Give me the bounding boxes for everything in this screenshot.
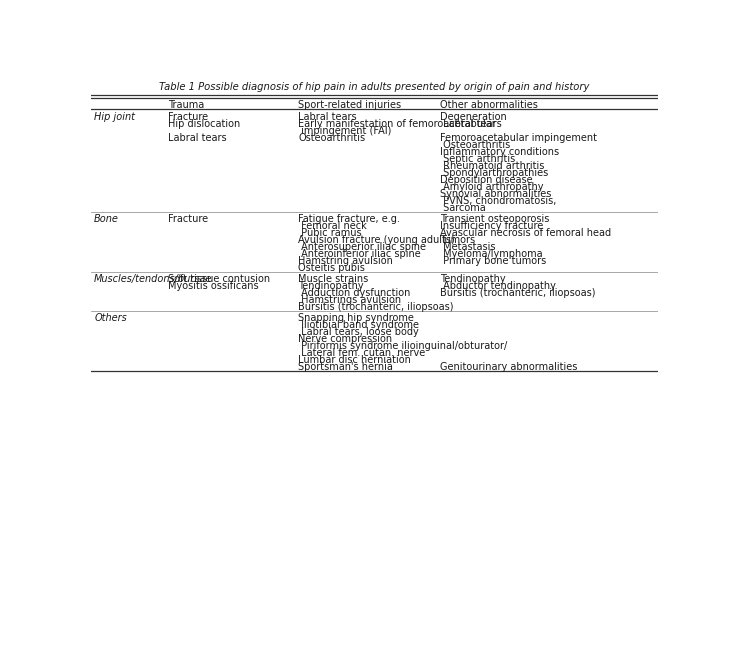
Text: Osteoarthritis: Osteoarthritis	[440, 140, 510, 150]
Text: Insufficiency fracture: Insufficiency fracture	[440, 221, 543, 231]
Text: Metastasis: Metastasis	[440, 242, 496, 252]
Text: Sarcoma: Sarcoma	[440, 203, 485, 213]
Text: PVNS, chondromatosis,: PVNS, chondromatosis,	[440, 196, 556, 206]
Text: Femoral neck: Femoral neck	[298, 221, 367, 231]
Text: Labral tears, loose body: Labral tears, loose body	[298, 328, 419, 337]
Text: Early manifestation of femoroacetabular: Early manifestation of femoroacetabular	[298, 119, 496, 129]
Text: Amyloid arthropathy: Amyloid arthropathy	[440, 182, 543, 192]
Text: Avascular necrosis of femoral head: Avascular necrosis of femoral head	[440, 228, 611, 238]
Text: Myeloma/lymphoma: Myeloma/lymphoma	[440, 249, 542, 259]
Text: Sport-related injuries: Sport-related injuries	[298, 100, 401, 111]
Text: Abductor tendinopathy: Abductor tendinopathy	[440, 281, 556, 291]
Text: Fatigue fracture, e.g.: Fatigue fracture, e.g.	[298, 214, 400, 224]
Text: Hip joint: Hip joint	[94, 112, 135, 122]
Text: Muscle strains: Muscle strains	[298, 274, 368, 284]
Text: Pubic ramus: Pubic ramus	[298, 228, 362, 238]
Text: Deposition disease: Deposition disease	[440, 175, 532, 185]
Text: Osteitis pubis: Osteitis pubis	[298, 263, 365, 273]
Text: Bursitis (trochanteric, iliopsoas): Bursitis (trochanteric, iliopsoas)	[440, 288, 595, 298]
Text: Anterosuperior iliac spine: Anterosuperior iliac spine	[298, 242, 426, 252]
Text: Others: Others	[94, 313, 127, 323]
Text: Transient osteoporosis: Transient osteoporosis	[440, 214, 549, 224]
Text: Hamstrings avulsion: Hamstrings avulsion	[298, 295, 401, 305]
Text: Trauma: Trauma	[168, 100, 204, 111]
Text: Other abnormalities: Other abnormalities	[440, 100, 538, 111]
Text: Nerve compression: Nerve compression	[298, 334, 393, 344]
Text: Bursitis (trochanteric, iliopsoas): Bursitis (trochanteric, iliopsoas)	[298, 302, 454, 312]
Text: Tendinopathy: Tendinopathy	[298, 281, 364, 291]
Text: Lateral fem. cutan. nerve: Lateral fem. cutan. nerve	[298, 348, 425, 358]
Text: Primary bone tumors: Primary bone tumors	[440, 256, 546, 266]
Text: impingement (FAI): impingement (FAI)	[298, 126, 392, 136]
Text: Myositis ossificans: Myositis ossificans	[168, 281, 259, 291]
Text: Labral tears: Labral tears	[168, 133, 227, 143]
Text: Labral tears: Labral tears	[298, 112, 357, 122]
Text: Tumors: Tumors	[440, 235, 475, 245]
Text: Muscles/tendons/bursae: Muscles/tendons/bursae	[94, 274, 213, 284]
Text: Snapping hip syndrome: Snapping hip syndrome	[298, 313, 414, 323]
Text: Rheumatoid arthritis: Rheumatoid arthritis	[440, 161, 544, 171]
Text: Piriformis syndrome ilioinguinal/obturator/: Piriformis syndrome ilioinguinal/obturat…	[298, 341, 507, 351]
Text: Lumbar disc herniation: Lumbar disc herniation	[298, 355, 411, 365]
Text: Degeneration: Degeneration	[440, 112, 507, 122]
Text: Inflammatory conditions: Inflammatory conditions	[440, 147, 559, 157]
Text: Femoroacetabular impingement: Femoroacetabular impingement	[440, 133, 596, 143]
Text: Anteroinferior iliac spine: Anteroinferior iliac spine	[298, 249, 421, 259]
Text: Osteoarthritis: Osteoarthritis	[298, 133, 366, 143]
Text: Bone: Bone	[94, 214, 119, 224]
Text: Soft tissue contusion: Soft tissue contusion	[168, 274, 270, 284]
Text: Hamstring avulsion: Hamstring avulsion	[298, 256, 393, 266]
Text: Septic arthritis: Septic arthritis	[440, 154, 515, 164]
Text: Labral tears: Labral tears	[440, 119, 501, 129]
Text: Fracture: Fracture	[168, 112, 208, 122]
Text: Synovial abnormalities: Synovial abnormalities	[440, 189, 551, 199]
Text: Hip dislocation: Hip dislocation	[168, 119, 240, 129]
Text: Tendinopathy: Tendinopathy	[440, 274, 505, 284]
Text: Fracture: Fracture	[168, 214, 208, 224]
Text: Iliotibial band syndrome: Iliotibial band syndrome	[298, 320, 419, 330]
Text: Adduction dysfunction: Adduction dysfunction	[298, 288, 411, 298]
Text: Genitourinary abnormalities: Genitourinary abnormalities	[440, 362, 577, 372]
Text: Sportsman's hernia: Sportsman's hernia	[298, 362, 393, 372]
Text: Avulsion fracture (young adults): Avulsion fracture (young adults)	[298, 235, 455, 245]
Text: Table 1 Possible diagnosis of hip pain in adults presented by origin of pain and: Table 1 Possible diagnosis of hip pain i…	[159, 82, 590, 92]
Text: Spondylarthropathies: Spondylarthropathies	[440, 168, 548, 178]
